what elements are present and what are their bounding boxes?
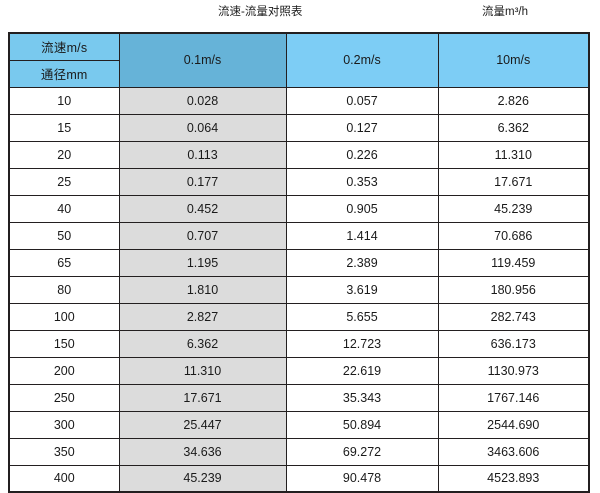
table-row: 15 0.064 0.127 6.362 xyxy=(8,113,590,142)
cell-diameter: 250 xyxy=(8,383,120,412)
cell-diameter: 400 xyxy=(8,464,120,493)
cell-flow-2: 4523.893 xyxy=(437,464,590,493)
cell-flow-1: 69.272 xyxy=(285,437,439,466)
table-row: 300 25.447 50.894 2544.690 xyxy=(8,410,590,439)
cell-flow-0: 0.707 xyxy=(118,221,287,250)
cell-flow-2: 1130.973 xyxy=(437,356,590,385)
table-row: 40 0.452 0.905 45.239 xyxy=(8,194,590,223)
cell-flow-2: 3463.606 xyxy=(437,437,590,466)
cell-flow-0: 17.671 xyxy=(118,383,287,412)
cell-flow-2: 2544.690 xyxy=(437,410,590,439)
cell-flow-0: 0.028 xyxy=(118,86,287,115)
table-row: 250 17.671 35.343 1767.146 xyxy=(8,383,590,412)
cell-flow-1: 90.478 xyxy=(285,464,439,493)
cell-flow-2: 119.459 xyxy=(437,248,590,277)
table-row: 350 34.636 69.272 3463.606 xyxy=(8,437,590,466)
cell-flow-1: 3.619 xyxy=(285,275,439,304)
cell-flow-1: 5.655 xyxy=(285,302,439,331)
cell-diameter: 10 xyxy=(8,86,120,115)
cell-flow-1: 35.343 xyxy=(285,383,439,412)
cell-diameter: 15 xyxy=(8,113,120,142)
cell-diameter: 25 xyxy=(8,167,120,196)
cell-flow-1: 0.226 xyxy=(285,140,439,169)
cell-flow-1: 0.353 xyxy=(285,167,439,196)
table-body: 10 0.028 0.057 2.826 15 0.064 0.127 6.362 20 0.11… xyxy=(8,86,590,493)
cell-flow-1: 0.127 xyxy=(285,113,439,142)
flow-table-container: 流速m/s 0.1m/s 0.2m/s 10m/s 通径mm 10 0.028 0.… xyxy=(8,32,590,493)
table-caption-unit: 流量m³/h xyxy=(482,6,528,18)
cell-diameter: 80 xyxy=(8,275,120,304)
cell-flow-1: 2.389 xyxy=(285,248,439,277)
flow-rate-table: 流速m/s 0.1m/s 0.2m/s 10m/s 通径mm 10 0.028 0.… xyxy=(8,32,590,493)
cell-flow-1: 0.057 xyxy=(285,86,439,115)
cell-flow-0: 2.827 xyxy=(118,302,287,331)
cell-flow-2: 282.743 xyxy=(437,302,590,331)
caption-bar: 流速-流量对照表 流量m³/h xyxy=(0,0,600,32)
cell-flow-0: 11.310 xyxy=(118,356,287,385)
cell-flow-2: 1767.146 xyxy=(437,383,590,412)
cell-diameter: 20 xyxy=(8,140,120,169)
cell-diameter: 350 xyxy=(8,437,120,466)
table-row: 20 0.113 0.226 11.310 xyxy=(8,140,590,169)
table-row: 150 6.362 12.723 636.173 xyxy=(8,329,590,358)
cell-flow-0: 0.177 xyxy=(118,167,287,196)
cell-diameter: 100 xyxy=(8,302,120,331)
cell-flow-2: 11.310 xyxy=(437,140,590,169)
cell-flow-0: 1.195 xyxy=(118,248,287,277)
header-velocity-label: 流速m/s xyxy=(8,32,120,61)
table-header: 流速m/s 0.1m/s 0.2m/s 10m/s 通径mm xyxy=(8,32,590,88)
table-row: 65 1.195 2.389 119.459 xyxy=(8,248,590,277)
header-row-top: 流速m/s 0.1m/s 0.2m/s 10m/s xyxy=(8,32,590,88)
table-row: 25 0.177 0.353 17.671 xyxy=(8,167,590,196)
cell-flow-0: 0.452 xyxy=(118,194,287,223)
cell-flow-1: 12.723 xyxy=(285,329,439,358)
cell-flow-2: 636.173 xyxy=(437,329,590,358)
cell-flow-2: 6.362 xyxy=(437,113,590,142)
table-row: 400 45.239 90.478 4523.893 xyxy=(8,464,590,493)
cell-flow-1: 50.894 xyxy=(285,410,439,439)
header-column-1: 0.2m/s xyxy=(285,32,439,88)
cell-flow-0: 25.447 xyxy=(118,410,287,439)
cell-flow-2: 45.239 xyxy=(437,194,590,223)
cell-flow-1: 1.414 xyxy=(285,221,439,250)
cell-diameter: 300 xyxy=(8,410,120,439)
header-column-0: 0.1m/s xyxy=(118,32,287,88)
cell-flow-0: 6.362 xyxy=(118,329,287,358)
cell-flow-1: 22.619 xyxy=(285,356,439,385)
table-caption-title: 流速-流量对照表 xyxy=(218,6,303,18)
cell-flow-0: 0.064 xyxy=(118,113,287,142)
cell-flow-2: 2.826 xyxy=(437,86,590,115)
cell-flow-0: 0.113 xyxy=(118,140,287,169)
cell-diameter: 40 xyxy=(8,194,120,223)
cell-flow-0: 1.810 xyxy=(118,275,287,304)
cell-diameter: 200 xyxy=(8,356,120,385)
cell-flow-2: 180.956 xyxy=(437,275,590,304)
cell-flow-0: 45.239 xyxy=(118,464,287,493)
cell-flow-0: 34.636 xyxy=(118,437,287,466)
table-row: 100 2.827 5.655 282.743 xyxy=(8,302,590,331)
table-row: 80 1.810 3.619 180.956 xyxy=(8,275,590,304)
header-diameter-label: 通径mm xyxy=(8,59,120,88)
table-row: 200 11.310 22.619 1130.973 xyxy=(8,356,590,385)
cell-flow-1: 0.905 xyxy=(285,194,439,223)
header-column-2: 10m/s xyxy=(437,32,590,88)
cell-flow-2: 70.686 xyxy=(437,221,590,250)
table-row: 10 0.028 0.057 2.826 xyxy=(8,86,590,115)
cell-flow-2: 17.671 xyxy=(437,167,590,196)
header-row-bottom: 通径mm xyxy=(8,59,589,88)
table-row: 50 0.707 1.414 70.686 xyxy=(8,221,590,250)
cell-diameter: 150 xyxy=(8,329,120,358)
cell-diameter: 50 xyxy=(8,221,120,250)
cell-diameter: 65 xyxy=(8,248,120,277)
